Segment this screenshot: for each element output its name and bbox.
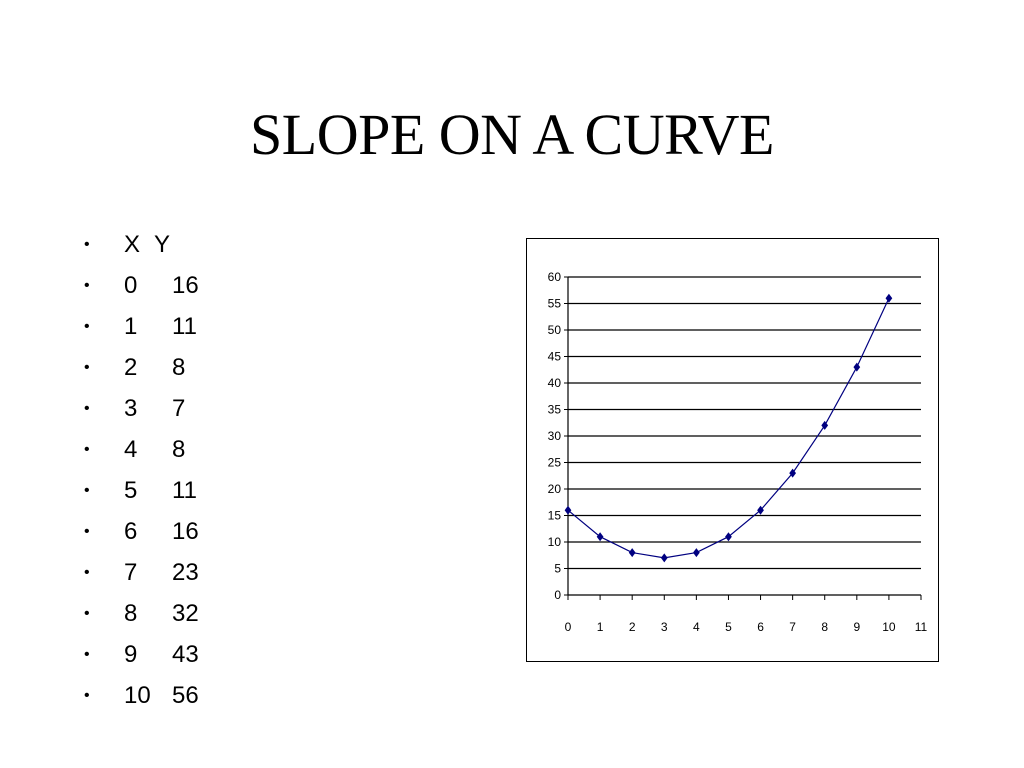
y-tick-label: 25 bbox=[548, 456, 562, 470]
table-row: • 2 8 bbox=[82, 347, 232, 388]
x-tick-label: 0 bbox=[565, 620, 572, 634]
chart-frame: 0 5 10 15 20 25 30 35 40 45 50 55 60 0 1 2 3 4 5 6 7 8 9 10 11 bbox=[526, 238, 939, 662]
y-tick-label: 10 bbox=[548, 535, 562, 549]
y-value: 43 bbox=[172, 641, 199, 668]
x-tick-label: 5 bbox=[725, 620, 732, 634]
y-value: 7 bbox=[172, 395, 186, 422]
table-row: • 3 7 bbox=[82, 388, 232, 429]
y-value: 8 bbox=[172, 436, 186, 463]
bullet-icon: • bbox=[84, 482, 90, 499]
x-tick-label: 2 bbox=[629, 620, 636, 634]
bullet-icon: • bbox=[84, 605, 90, 622]
y-tick-label: 20 bbox=[548, 482, 562, 496]
y-value: 23 bbox=[172, 559, 199, 586]
bullet-icon: • bbox=[84, 646, 90, 663]
y-tick-label: 60 bbox=[548, 270, 562, 284]
y-value: 11 bbox=[172, 477, 197, 504]
data-point-marker bbox=[853, 362, 861, 372]
y-tick-label: 40 bbox=[548, 376, 562, 390]
data-point-marker bbox=[725, 532, 732, 542]
x-value: 0 bbox=[124, 272, 138, 299]
data-point-marker bbox=[821, 420, 829, 430]
bullet-icon: • bbox=[84, 359, 90, 376]
x-value: 7 bbox=[124, 559, 138, 586]
x-value: 1 bbox=[124, 313, 138, 340]
bullet-icon: • bbox=[84, 318, 90, 335]
series-line bbox=[567, 297, 890, 559]
table-row: • 9 43 bbox=[82, 634, 232, 675]
x-tick-label: 7 bbox=[789, 620, 796, 634]
table-row: • 0 16 bbox=[82, 265, 232, 306]
y-header: Y bbox=[154, 231, 171, 258]
x-tick-label: 10 bbox=[882, 620, 896, 634]
x-tick-label: 6 bbox=[757, 620, 764, 634]
y-value: 11 bbox=[172, 313, 197, 340]
data-point-marker bbox=[564, 505, 572, 515]
y-value: 56 bbox=[172, 682, 199, 709]
bullet-icon: • bbox=[84, 400, 90, 417]
y-value: 8 bbox=[172, 354, 186, 381]
bullet-icon: • bbox=[84, 564, 90, 581]
x-value: 8 bbox=[124, 600, 138, 627]
data-point-marker bbox=[885, 293, 893, 303]
table-row: • 6 16 bbox=[82, 511, 232, 552]
table-row: • 7 23 bbox=[82, 552, 232, 593]
y-tick-label: 55 bbox=[548, 297, 562, 311]
bullet-icon: • bbox=[84, 687, 90, 704]
x-tick-label: 3 bbox=[661, 620, 668, 634]
y-value: 32 bbox=[172, 600, 199, 627]
table-row: • 5 11 bbox=[82, 470, 232, 511]
slide-title: SLOPE ON A CURVE bbox=[250, 102, 774, 167]
table-row: • 8 32 bbox=[82, 593, 232, 634]
x-value: 4 bbox=[124, 436, 138, 463]
table-row: • 10 56 bbox=[82, 675, 232, 716]
data-point-marker bbox=[692, 548, 700, 558]
x-value: 6 bbox=[124, 518, 138, 545]
x-tick-label: 1 bbox=[597, 620, 604, 634]
bullet-icon: • bbox=[84, 441, 90, 458]
y-value: 16 bbox=[172, 272, 199, 299]
data-point-marker bbox=[789, 468, 797, 478]
table-row: • 1 11 bbox=[82, 306, 232, 347]
y-tick-label: 5 bbox=[554, 562, 561, 576]
x-value: 2 bbox=[124, 354, 138, 381]
x-value: 3 bbox=[124, 395, 138, 422]
data-point-marker bbox=[596, 532, 604, 542]
x-header: X bbox=[124, 231, 141, 258]
x-value: 10 bbox=[124, 682, 151, 709]
x-value: 9 bbox=[124, 641, 138, 668]
y-tick-label: 35 bbox=[548, 403, 562, 417]
x-tick-label: 8 bbox=[821, 620, 828, 634]
x-tick-label: 9 bbox=[853, 620, 860, 634]
x-value: 5 bbox=[124, 477, 138, 504]
y-tick-label: 45 bbox=[548, 350, 562, 364]
bullet-icon: • bbox=[84, 236, 90, 253]
y-tick-label: 50 bbox=[548, 323, 562, 337]
bullet-icon: • bbox=[84, 277, 90, 294]
x-tick-label: 4 bbox=[693, 620, 700, 634]
data-point-marker bbox=[757, 505, 764, 515]
data-point-marker bbox=[628, 548, 636, 558]
x-tick-label: 11 bbox=[915, 620, 928, 634]
data-point-marker bbox=[660, 553, 668, 563]
bullet-icon: • bbox=[84, 523, 90, 540]
y-value: 16 bbox=[172, 518, 199, 545]
y-tick-label: 30 bbox=[548, 429, 562, 443]
y-tick-label: 15 bbox=[548, 509, 562, 523]
y-tick-label: 0 bbox=[554, 588, 561, 602]
table-row: • 4 8 bbox=[82, 429, 232, 470]
